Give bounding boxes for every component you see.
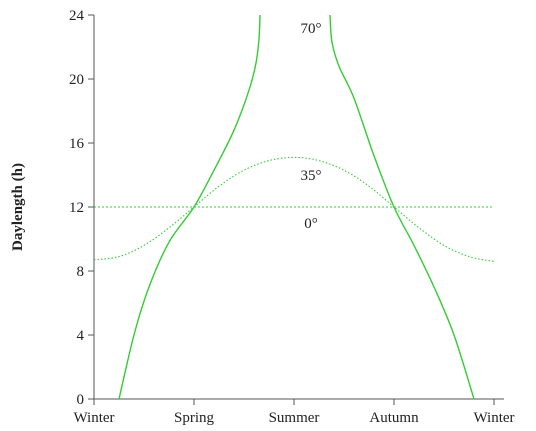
x-tick-label: Winter [73, 410, 114, 426]
y-axis-title: Daylength (h) [10, 163, 26, 251]
series-label: 70° [301, 21, 322, 37]
series-label: 35° [301, 168, 322, 184]
y-tick-label: 4 [77, 328, 85, 344]
x-tick-label: Summer [269, 410, 320, 426]
series-layer [94, 15, 494, 399]
x-tick-label: Autumn [369, 410, 419, 426]
series-line [94, 157, 494, 261]
y-tick-label: 16 [69, 136, 85, 152]
y-tick-label: 8 [77, 264, 85, 280]
y-tick-label: 24 [69, 8, 85, 24]
series-labels: 70° 35° 0° [301, 21, 322, 232]
x-tick-label: Winter [473, 410, 514, 426]
series-label: 0° [304, 216, 318, 232]
y-tick-label: 12 [69, 200, 84, 216]
axes: 0 4 8 12 16 20 24 Winter Spring Summer Autumn Winte… [69, 8, 515, 426]
y-tick-label: 20 [69, 72, 84, 88]
x-tick-label: Spring [174, 410, 215, 426]
y-tick-label: 0 [77, 392, 85, 408]
